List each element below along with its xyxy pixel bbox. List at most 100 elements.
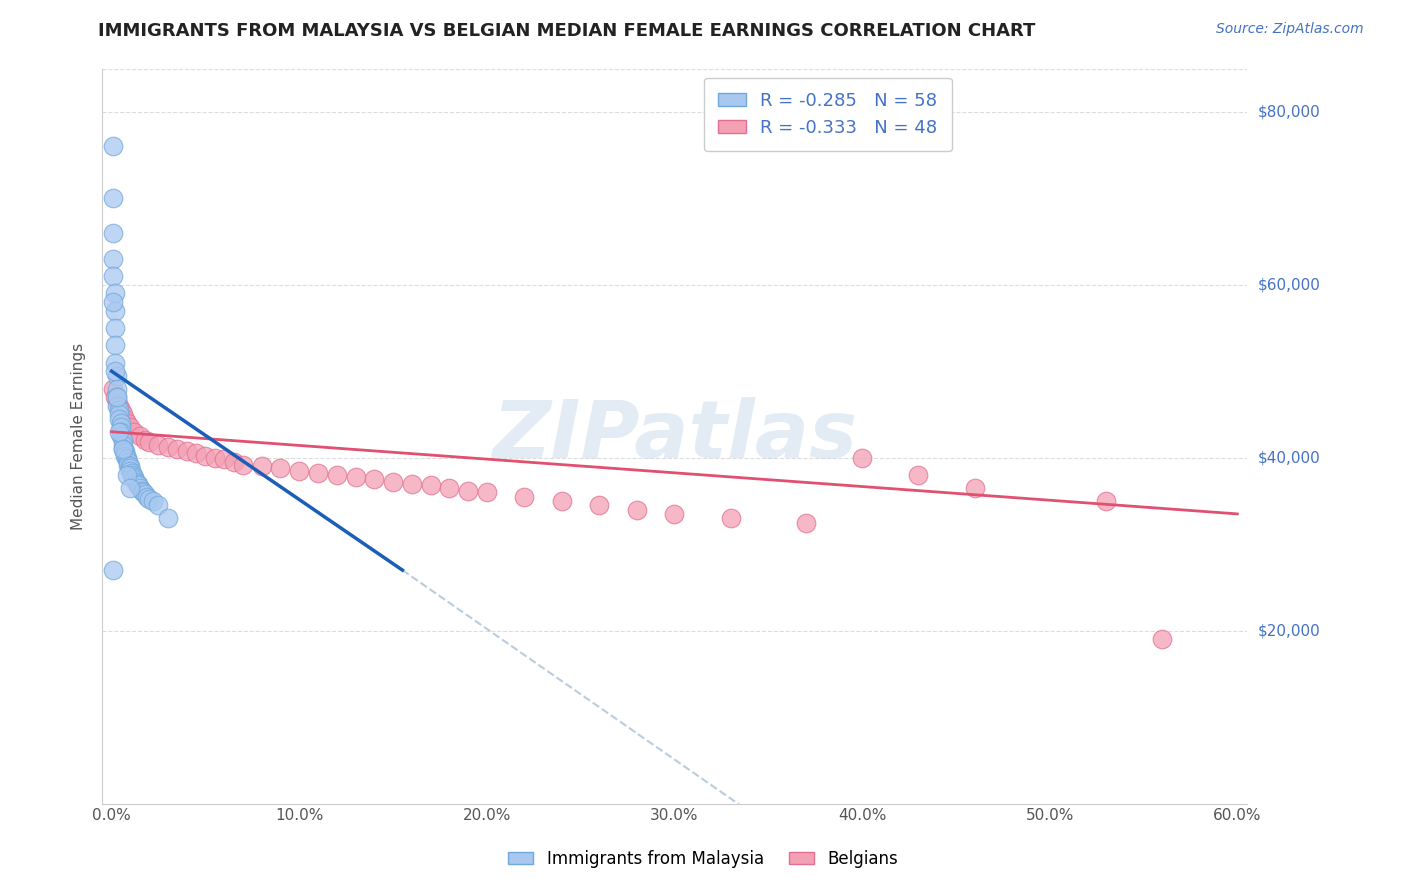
Point xyxy=(720,511,742,525)
Point xyxy=(104,321,127,335)
Point xyxy=(513,490,536,504)
Point xyxy=(103,191,125,205)
Text: $60,000: $60,000 xyxy=(1258,277,1320,293)
Point xyxy=(104,338,127,352)
Point xyxy=(105,390,128,404)
Point xyxy=(110,403,132,417)
Text: $20,000: $20,000 xyxy=(1258,624,1320,638)
Point xyxy=(105,399,128,413)
Point xyxy=(122,472,145,486)
Point xyxy=(122,469,145,483)
Point xyxy=(110,420,132,434)
Point xyxy=(120,464,142,478)
Text: ZIPatlas: ZIPatlas xyxy=(492,397,858,475)
Point xyxy=(120,481,142,495)
Point xyxy=(120,420,142,434)
Point xyxy=(326,467,349,482)
Point xyxy=(588,498,610,512)
Point xyxy=(288,464,311,478)
Point xyxy=(122,425,145,439)
Point xyxy=(127,478,149,492)
Point xyxy=(108,425,131,439)
Point xyxy=(103,269,125,284)
Point xyxy=(439,481,461,495)
Point xyxy=(626,502,648,516)
Point xyxy=(851,450,873,465)
Point xyxy=(138,492,160,507)
Point xyxy=(142,494,165,508)
Y-axis label: Median Female Earnings: Median Female Earnings xyxy=(72,343,86,530)
Point xyxy=(111,438,134,452)
Point xyxy=(120,461,142,475)
Point xyxy=(104,390,127,404)
Point xyxy=(110,429,132,443)
Point xyxy=(103,139,125,153)
Text: Source: ZipAtlas.com: Source: ZipAtlas.com xyxy=(1216,22,1364,37)
Point xyxy=(108,408,131,422)
Legend: Immigrants from Malaysia, Belgians: Immigrants from Malaysia, Belgians xyxy=(502,844,904,875)
Point xyxy=(114,446,136,460)
Point xyxy=(110,416,132,430)
Point xyxy=(212,452,235,467)
Point xyxy=(457,483,479,498)
Point xyxy=(114,443,136,458)
Point xyxy=(105,390,128,404)
Point xyxy=(127,476,149,491)
Point xyxy=(121,467,143,482)
Point xyxy=(103,295,125,310)
Point xyxy=(115,467,138,482)
Point xyxy=(1095,494,1118,508)
Point xyxy=(401,476,423,491)
Point xyxy=(128,429,150,443)
Point xyxy=(344,469,367,483)
Point xyxy=(114,411,136,425)
Point xyxy=(104,303,127,318)
Point xyxy=(105,368,128,383)
Point xyxy=(115,416,138,430)
Point xyxy=(269,461,291,475)
Point xyxy=(105,382,128,396)
Point xyxy=(250,459,273,474)
Point xyxy=(307,467,329,481)
Point xyxy=(1152,632,1174,647)
Point xyxy=(104,364,127,378)
Point xyxy=(115,450,138,465)
Point xyxy=(128,481,150,495)
Point xyxy=(110,425,132,439)
Point xyxy=(104,355,127,369)
Point xyxy=(111,442,134,456)
Point xyxy=(103,563,125,577)
Point xyxy=(794,516,817,530)
Point xyxy=(134,434,156,448)
Point xyxy=(103,382,125,396)
Point xyxy=(115,452,138,467)
Point xyxy=(103,252,125,266)
Point xyxy=(194,449,217,463)
Point xyxy=(132,485,155,500)
Point xyxy=(104,286,127,301)
Point xyxy=(125,475,148,489)
Point xyxy=(363,472,385,486)
Point xyxy=(111,434,134,448)
Point xyxy=(117,458,139,472)
Point xyxy=(136,490,159,504)
Point xyxy=(108,403,131,417)
Point xyxy=(382,475,405,489)
Point xyxy=(148,498,170,512)
Point xyxy=(475,485,498,500)
Point xyxy=(111,442,134,456)
Point xyxy=(166,442,188,456)
Point xyxy=(232,458,254,472)
Point xyxy=(103,226,125,240)
Point xyxy=(664,507,686,521)
Text: $40,000: $40,000 xyxy=(1258,450,1320,466)
Point xyxy=(120,459,142,474)
Point xyxy=(138,435,160,450)
Text: $80,000: $80,000 xyxy=(1258,104,1320,120)
Legend: R = -0.285   N = 58, R = -0.333   N = 48: R = -0.285 N = 58, R = -0.333 N = 48 xyxy=(704,78,952,152)
Point xyxy=(117,455,139,469)
Point xyxy=(184,446,207,460)
Point xyxy=(222,455,245,469)
Point xyxy=(108,411,131,425)
Point xyxy=(121,467,143,481)
